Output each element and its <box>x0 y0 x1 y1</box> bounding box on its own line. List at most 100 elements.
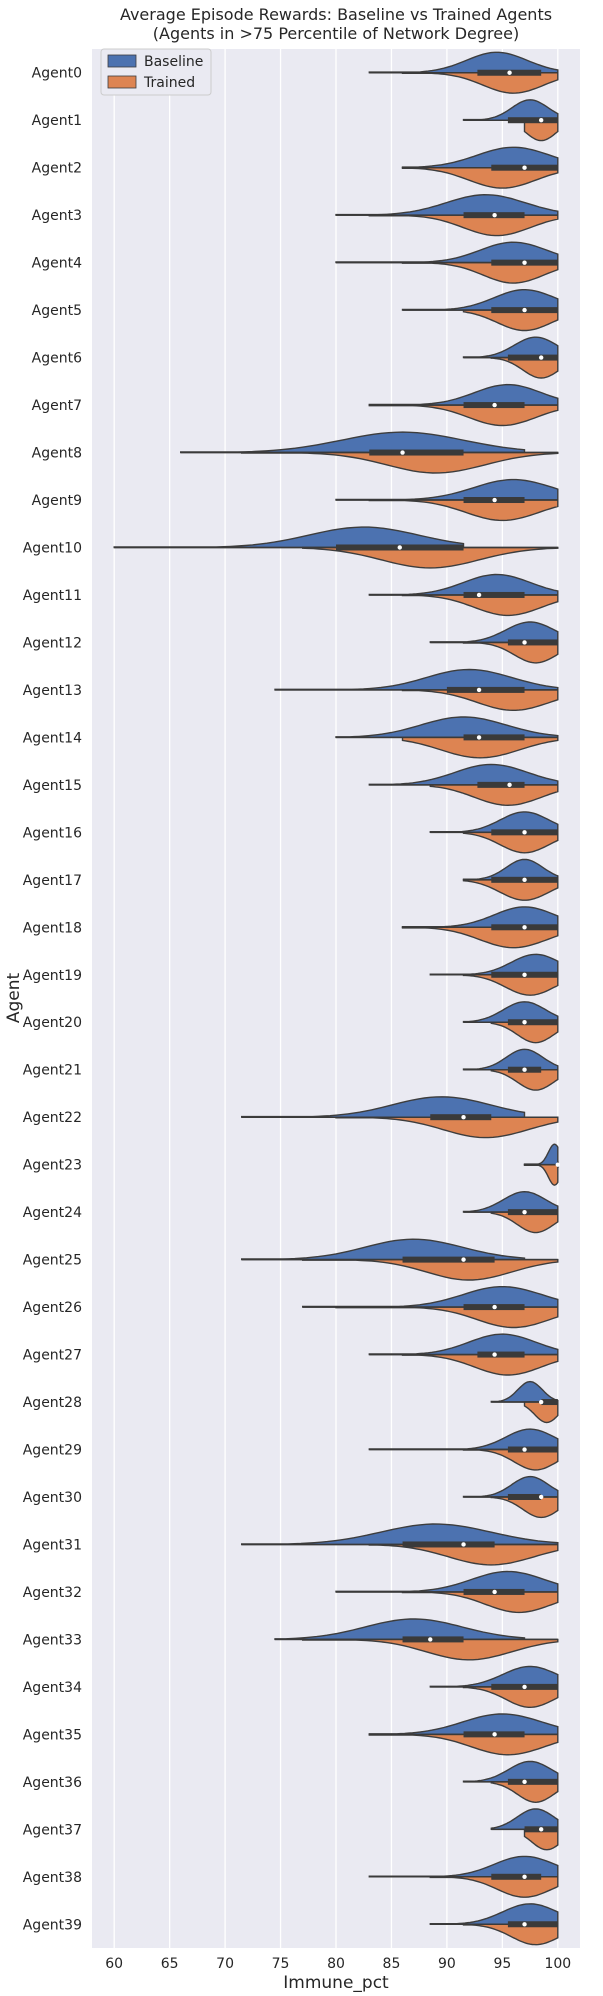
y-tick-label: Agent5 <box>32 303 82 319</box>
iqr-box <box>507 1778 558 1785</box>
y-tick-label: Agent16 <box>23 825 82 841</box>
median-marker <box>397 545 402 550</box>
violin-group <box>462 1001 559 1044</box>
median-marker <box>538 1494 544 1500</box>
median-marker <box>461 1542 466 1547</box>
y-tick-label: Agent25 <box>23 1253 82 1269</box>
median-marker <box>492 1589 497 1595</box>
violin-group <box>429 1903 559 1946</box>
violin-trained <box>401 167 559 189</box>
y-tick-label: Agent15 <box>23 778 82 794</box>
y-tick-label: Agent7 <box>32 398 82 414</box>
median-marker <box>400 450 405 455</box>
violin-group <box>490 1808 559 1851</box>
violin-group <box>335 716 559 759</box>
median-marker <box>492 212 497 218</box>
median-marker <box>522 1067 527 1072</box>
y-tick-label: Agent19 <box>23 968 82 984</box>
violin-baseline <box>274 1618 526 1641</box>
violin-trained <box>462 879 559 901</box>
y-tick-label: Agent2 <box>32 161 82 177</box>
x-tick-label: 70 <box>216 1956 234 1972</box>
violin-baseline <box>335 716 559 739</box>
violin-trained <box>462 1686 559 1708</box>
y-tick-label: Agent8 <box>32 446 82 462</box>
y-tick-label: Agent0 <box>32 66 82 82</box>
median-marker <box>522 307 527 313</box>
violin-group <box>462 858 559 901</box>
median-marker <box>522 925 527 930</box>
violin-group <box>335 1570 559 1614</box>
median-marker <box>538 1827 544 1832</box>
y-tick-label: Agent28 <box>23 1395 82 1411</box>
iqr-box <box>402 1636 464 1643</box>
x-tick-label: 75 <box>272 1956 290 1972</box>
legend-swatch-trained <box>107 75 137 89</box>
median-marker <box>507 782 512 788</box>
median-marker <box>522 830 527 835</box>
violin-group <box>335 478 559 522</box>
iqr-box <box>477 781 525 788</box>
y-tick-label: Agent23 <box>23 1158 82 1174</box>
x-tick-labels: 60 65 70 75 80 85 90 95 100 <box>105 1956 571 1972</box>
median-marker <box>555 1162 561 1167</box>
iqr-box <box>507 1446 558 1453</box>
violin-trained <box>490 1021 559 1044</box>
y-tick-label: Agent39 <box>23 1917 82 1933</box>
violin-group <box>429 811 559 854</box>
y-tick-label: Agent38 <box>23 1870 82 1886</box>
violin-trained <box>462 309 559 332</box>
violin-baseline <box>401 146 559 169</box>
violin-trained <box>302 546 559 569</box>
y-tick-label: Agent35 <box>23 1727 82 1743</box>
iqr-box <box>477 1351 525 1358</box>
violin-group <box>490 1380 559 1424</box>
violin-group <box>368 1428 559 1471</box>
iqr-box <box>507 639 558 646</box>
violin-group <box>274 668 559 711</box>
violin-group <box>335 241 559 284</box>
median-marker <box>476 687 482 693</box>
iqr-box <box>507 1921 558 1928</box>
iqr-box <box>369 449 464 456</box>
violin-group <box>401 289 559 332</box>
violin-group <box>429 1665 559 1708</box>
violin-baseline <box>462 858 559 881</box>
x-tick-label: 95 <box>493 1956 511 1972</box>
y-tick-label: Agent6 <box>32 351 82 367</box>
x-axis-label: Immune_pct <box>283 1973 389 1993</box>
violin-group <box>462 1475 559 1519</box>
violin-baseline <box>490 1380 559 1403</box>
iqr-box <box>491 1873 542 1880</box>
violin-trained <box>523 119 559 142</box>
median-marker <box>492 402 497 408</box>
y-tick-label: Agent11 <box>23 588 82 604</box>
violin-group <box>368 51 559 94</box>
y-tick-labels: Agent0 Agent1 Agent2 Agent3 Agent4 Agent5 Agen… <box>23 66 82 1934</box>
violin-group <box>241 1096 559 1139</box>
median-marker <box>476 592 482 598</box>
iqr-box <box>507 1019 558 1026</box>
y-tick-label: Agent18 <box>23 920 82 936</box>
violin-trained <box>429 784 559 807</box>
iqr-box <box>402 1256 495 1263</box>
violin-group <box>368 1855 559 1898</box>
violin-trained <box>401 594 559 617</box>
violin-group <box>274 1618 559 1661</box>
x-tick-label: 65 <box>161 1956 179 1972</box>
violin-group <box>368 1713 559 1756</box>
y-tick-label: Agent34 <box>23 1680 82 1696</box>
median-marker <box>428 1637 433 1642</box>
iqr-box <box>507 117 558 124</box>
violin-group <box>335 193 559 237</box>
median-marker <box>492 1352 497 1357</box>
iqr-box <box>446 686 525 693</box>
y-tick-label: Agent27 <box>23 1348 82 1364</box>
violin-group <box>180 431 559 474</box>
violin-trained <box>401 1353 559 1376</box>
y-tick-label: Agent30 <box>23 1490 82 1506</box>
x-tick-label: 80 <box>327 1956 345 1972</box>
y-tick-label: Agent1 <box>32 113 82 129</box>
median-marker <box>522 1922 527 1927</box>
